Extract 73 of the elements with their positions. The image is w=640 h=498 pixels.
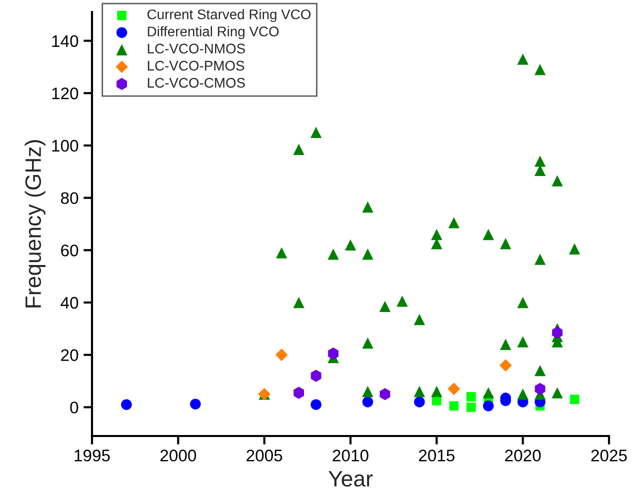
y-tick-label: 40: [60, 296, 78, 309]
point: [482, 228, 494, 240]
point: [293, 144, 304, 156]
point: [552, 326, 563, 339]
point: [534, 254, 546, 265]
y-axis-title: Frequency (GHz): [24, 140, 46, 308]
x-tick-label: 2015: [418, 450, 455, 462]
x-axis-title: Year: [328, 471, 373, 487]
point: [482, 387, 494, 398]
point: [517, 388, 528, 400]
x-tick-label: 2025: [591, 450, 627, 462]
point: [517, 296, 528, 308]
point: [534, 364, 546, 376]
point: [362, 248, 374, 260]
point: [448, 382, 460, 396]
legend-label: Differential Ring VCO: [148, 26, 279, 40]
point: [362, 337, 374, 349]
point: [396, 296, 408, 307]
point: [362, 396, 374, 408]
point: [534, 156, 546, 167]
point: [362, 201, 374, 213]
y-tick-label: 80: [60, 192, 78, 204]
point: [414, 386, 426, 398]
point: [534, 382, 546, 395]
point: [362, 386, 374, 398]
point: [380, 388, 390, 400]
point: [552, 387, 563, 398]
point: [414, 314, 426, 326]
legend-label: Current Starved Ring VCO: [147, 9, 311, 22]
x-tick-label: 2020: [505, 450, 541, 462]
point: [534, 64, 546, 76]
point: [379, 300, 391, 312]
point: [500, 238, 512, 250]
point: [431, 386, 442, 398]
x-tick-label: 2005: [246, 450, 282, 462]
point: [517, 336, 528, 348]
point: [328, 248, 339, 260]
point: [121, 399, 132, 410]
point: [466, 402, 476, 412]
point: [328, 348, 338, 360]
point: [294, 386, 304, 399]
point: [499, 359, 512, 372]
point: [449, 401, 459, 411]
point: [552, 175, 563, 186]
point: [482, 400, 494, 412]
point: [500, 338, 512, 350]
point: [570, 394, 580, 404]
legend-label: LC-VCO-NMOS: [148, 44, 245, 54]
point: [310, 399, 322, 410]
point: [466, 392, 476, 402]
point: [568, 243, 580, 254]
point: [310, 370, 322, 382]
legend-label: LC-VCO-CMOS: [148, 78, 245, 88]
point: [448, 217, 460, 228]
point: [310, 126, 322, 138]
point: [276, 247, 288, 258]
y-tick-label: 20: [61, 349, 78, 362]
point: [431, 228, 442, 240]
point: [517, 54, 528, 65]
x-tick-label: 2000: [160, 450, 196, 462]
point: [344, 239, 356, 251]
point: [414, 396, 425, 408]
legend-label: LC-VCO-PMOS: [148, 60, 244, 71]
point: [275, 348, 288, 362]
y-tick-label: 0: [70, 402, 78, 414]
y-tick-label: 140: [52, 35, 78, 47]
y-tick-label: 60: [61, 244, 78, 256]
x-tick-label: 1995: [74, 450, 110, 462]
y-tick-label: 120: [52, 88, 78, 100]
y-tick-label: 100: [52, 140, 78, 152]
point: [190, 398, 201, 410]
x-tick-label: 2010: [332, 450, 368, 462]
point: [293, 296, 304, 308]
